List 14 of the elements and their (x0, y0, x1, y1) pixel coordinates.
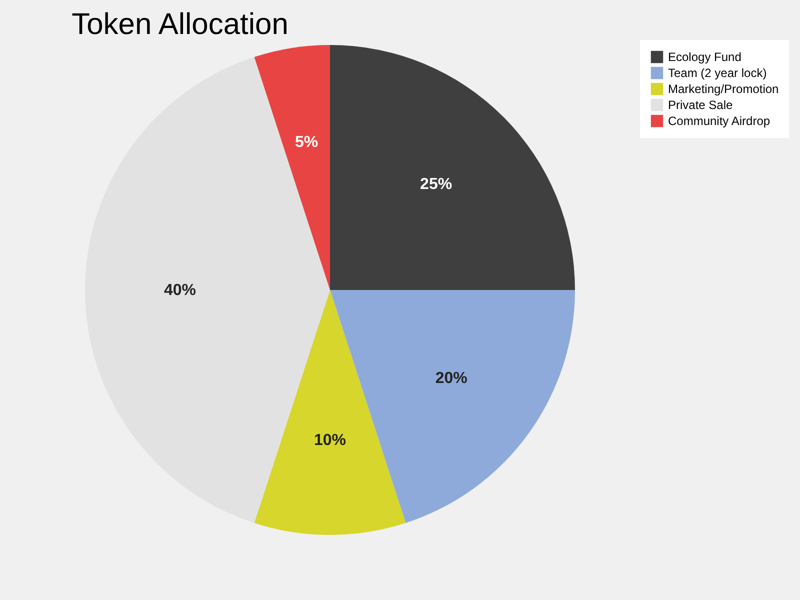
legend-label: Community Airdrop (668, 114, 770, 128)
pie-slice (330, 45, 575, 290)
legend-label: Private Sale (668, 98, 734, 112)
legend-label: Ecology Fund (668, 50, 742, 64)
chart-title: Token Allocation (72, 8, 288, 41)
legend-label: Team (2 year lock) (668, 66, 767, 80)
data-label: 40% (164, 282, 196, 299)
data-label: 25% (420, 176, 452, 193)
data-label: 10% (314, 432, 346, 449)
data-label: 20% (435, 370, 468, 388)
legend-label: Marketing/Promotion (668, 82, 779, 96)
data-label: 5% (294, 134, 318, 151)
pie-slice (254, 290, 406, 535)
pie-slice (254, 45, 330, 290)
